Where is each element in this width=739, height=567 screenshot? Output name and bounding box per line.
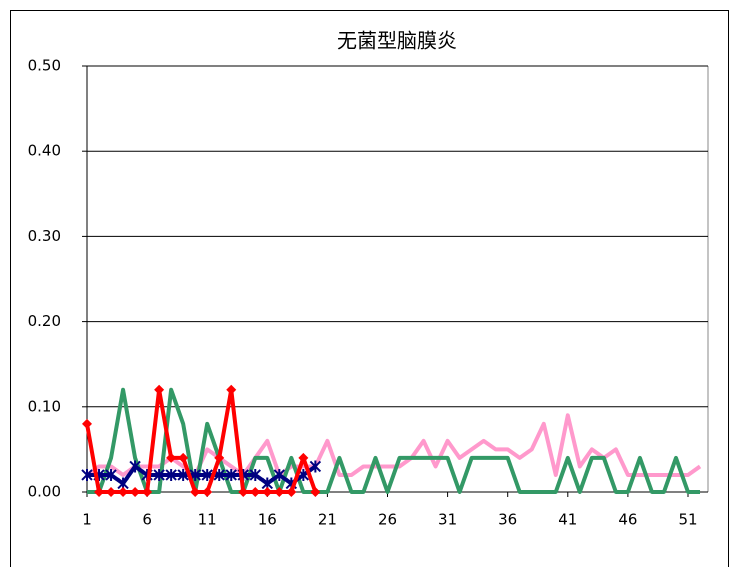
marker [105,468,117,481]
marker [142,487,153,497]
y-tick-label: 0.30 [28,227,61,245]
marker [190,487,201,497]
marker [94,487,105,497]
marker [286,487,297,497]
marker [214,452,225,463]
marker [165,468,177,481]
x-tick-label: 26 [378,511,397,529]
marker [129,460,141,473]
marker [106,487,117,497]
marker [153,468,165,481]
x-tick-label: 1 [82,511,92,529]
y-tick-label: 0.20 [28,312,61,330]
marker [154,384,165,395]
marker [202,487,213,497]
x-tick-label: 21 [318,511,337,529]
marker [298,452,309,463]
marker [118,487,129,497]
x-tick-label: 41 [558,511,577,529]
marker [166,452,177,463]
chart-title: 无菌型脑膜炎 [337,29,457,53]
x-tick-label: 31 [438,511,457,529]
marker [249,468,261,481]
marker [178,452,189,463]
marker [82,418,92,429]
marker [250,487,261,497]
marker [226,384,237,395]
marker [81,468,93,481]
marker [225,468,237,481]
y-tick-label: 0.40 [28,142,61,160]
marker [238,487,249,497]
y-tick-label: 0.50 [28,57,61,75]
x-tick-label: 36 [498,511,517,529]
x-tick-label: 6 [142,511,152,529]
x-tick-label: 46 [618,511,637,529]
x-tick-label: 11 [198,511,217,529]
y-tick-label: 0.10 [28,397,61,415]
marker [273,468,286,481]
x-tick-label: 51 [678,511,697,529]
marker [262,487,273,497]
marker [274,487,285,497]
chart-frame [10,10,729,567]
series-line [87,387,701,494]
y-tick-label: 0.00 [28,483,61,501]
marker [310,487,321,497]
x-tick-label: 16 [258,511,277,529]
marker [309,460,322,473]
marker [130,487,141,497]
